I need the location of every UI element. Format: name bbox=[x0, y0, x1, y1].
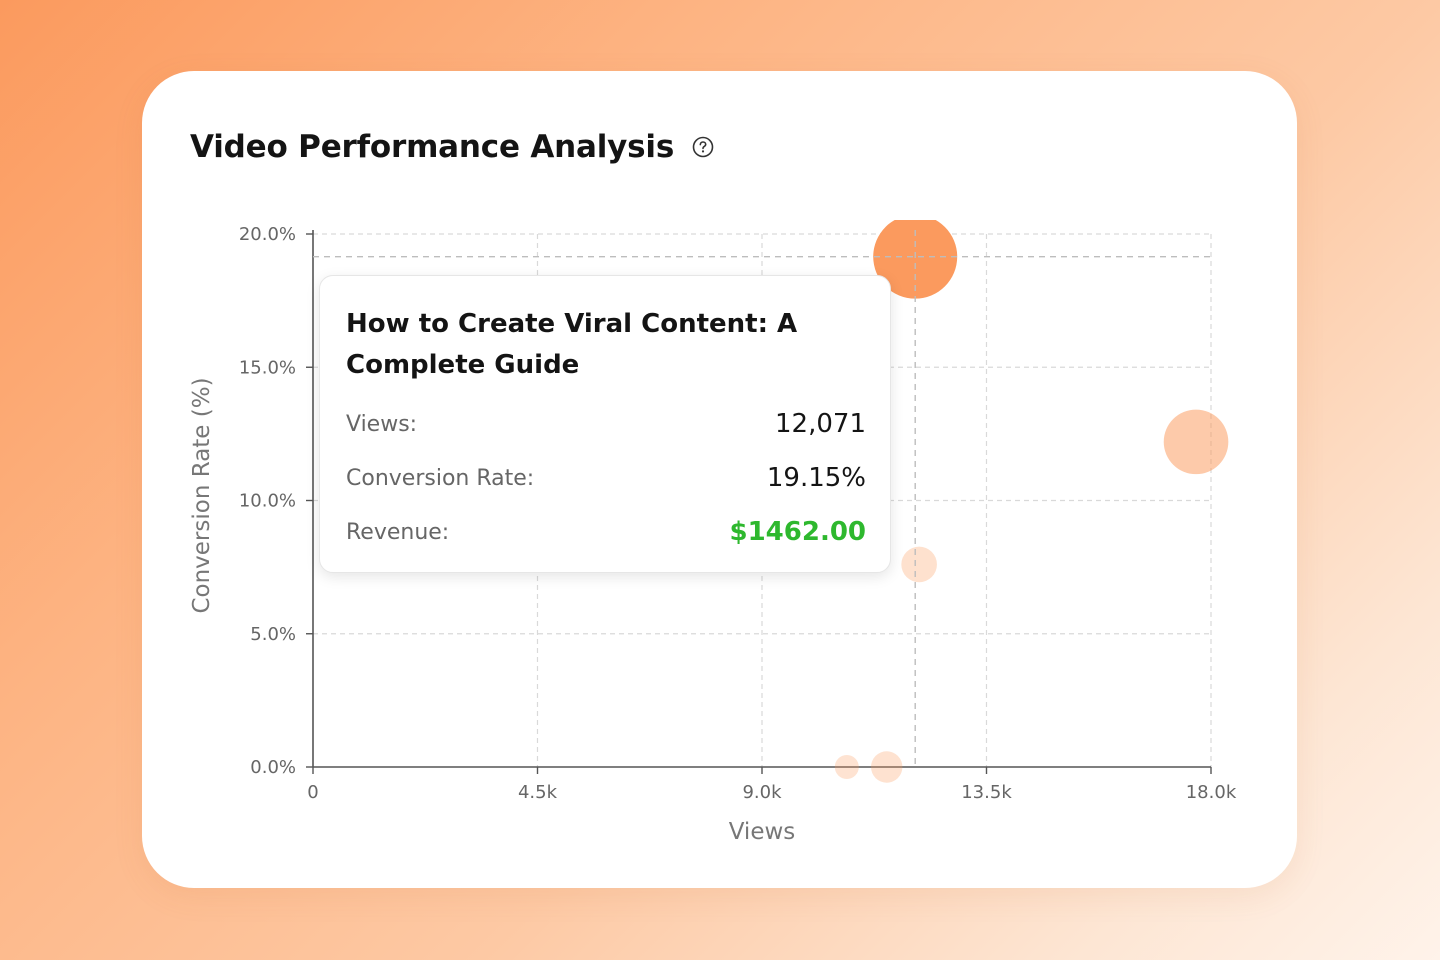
x-tick-label: 9.0k bbox=[742, 782, 782, 803]
card-header: Video Performance Analysis bbox=[190, 125, 714, 169]
tooltip-revenue-value: $1462.00 bbox=[729, 517, 866, 547]
y-tick-label: 0.0% bbox=[250, 757, 296, 778]
data-point bbox=[901, 546, 937, 583]
data-point bbox=[871, 751, 903, 783]
tooltip-row-revenue: Revenue: $1462.00 bbox=[346, 505, 866, 559]
scatter-chart: 0 4.5k 9.0k 13.5k 18.0k 0.0% 5.0% 10.0% 15.0% 20.… bbox=[189, 220, 1237, 845]
tooltip-row-views: Views: 12,071 bbox=[346, 397, 866, 451]
tooltip-conversion-label: Conversion Rate: bbox=[346, 465, 535, 491]
x-axis-title: Views bbox=[729, 819, 796, 845]
x-tick-label: 4.5k bbox=[518, 782, 558, 803]
y-tick-label: 5.0% bbox=[250, 624, 296, 645]
tooltip-views-label: Views: bbox=[346, 411, 418, 437]
tooltip-title: How to Create Viral Content: A Complete … bbox=[346, 309, 798, 380]
x-tick-label: 0 bbox=[307, 782, 318, 803]
data-point-active bbox=[873, 220, 958, 299]
tooltip-conversion-value: 19.15% bbox=[766, 463, 866, 493]
tooltip-revenue-label: Revenue: bbox=[346, 519, 450, 545]
data-point bbox=[834, 755, 859, 779]
question-circle-icon[interactable] bbox=[692, 136, 714, 158]
data-point bbox=[1163, 409, 1229, 475]
chart-title: Video Performance Analysis bbox=[190, 129, 675, 165]
data-tooltip: How to Create Viral Content: A Complete … bbox=[319, 275, 891, 573]
tooltip-views-value: 12,071 bbox=[775, 409, 866, 439]
tooltip-row-conversion: Conversion Rate: 19.15% bbox=[346, 451, 866, 505]
chart-card: Video Performance Analysis 0 4.5k 9.0k 13.5… bbox=[142, 71, 1297, 888]
y-tick-label: 15.0% bbox=[239, 357, 296, 378]
y-tick-label: 10.0% bbox=[239, 491, 296, 512]
x-tick-label: 18.0k bbox=[1186, 782, 1237, 803]
y-axis-title: Conversion Rate (%) bbox=[189, 377, 215, 613]
y-tick-label: 20.0% bbox=[239, 224, 296, 245]
x-tick-label: 13.5k bbox=[961, 782, 1012, 803]
